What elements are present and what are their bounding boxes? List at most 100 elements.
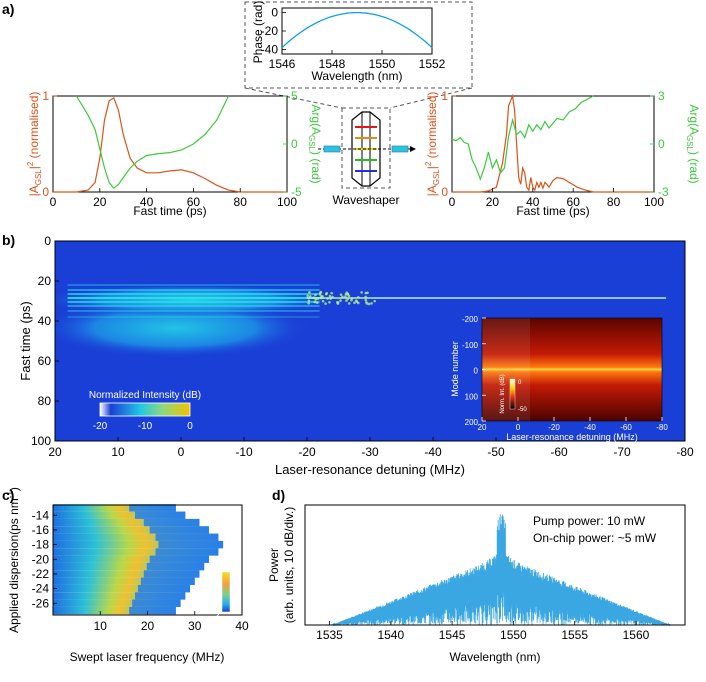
x-tick-label: -30 — [361, 445, 379, 459]
breather-stripe — [68, 316, 320, 318]
colorbar-tick: 0.9 — [233, 579, 242, 585]
onchip-power-annotation: On-chip power: ~5 mW — [533, 531, 657, 545]
output-axes — [452, 96, 654, 192]
input-axes — [53, 96, 287, 192]
y-tick-label: -22 — [32, 567, 50, 581]
inset-colorbar-title: Norm. Int. (dB) — [500, 374, 506, 413]
dispersion-row-tail — [141, 578, 195, 585]
dispersion-row-tail — [144, 519, 200, 526]
transition-speckle — [353, 301, 356, 304]
transition-speckle — [316, 301, 319, 304]
x-tick-label: -50 — [487, 445, 505, 459]
transition-speckle — [325, 292, 328, 295]
y-tick-label: -24 — [32, 582, 50, 596]
x-tick-label: 1535 — [316, 628, 343, 642]
map-colorbar-tick: -10 — [138, 421, 153, 432]
x-tick-label: -60 — [620, 423, 632, 432]
y-tick-label: 0 — [42, 185, 49, 199]
y-tick-label: 20 — [38, 274, 52, 288]
breather-stripe — [68, 293, 320, 295]
dispersion-row-tail — [132, 600, 180, 607]
transition-speckle — [320, 291, 323, 294]
y-tick-label: 60 — [38, 354, 52, 368]
colorbar-tick: 0.7 — [233, 594, 242, 600]
transition-speckle — [356, 300, 359, 303]
dispersion-row-tail — [150, 526, 209, 533]
breather-stripe — [68, 310, 320, 312]
dispersion-row-tail — [135, 592, 185, 599]
spectrum-xlabel: Wavelength (nm) — [450, 650, 541, 664]
y-tick-label: 200 — [465, 418, 479, 427]
input-xlabel: Fast time (ps) — [133, 204, 206, 218]
transition-speckle — [308, 291, 311, 294]
y-tick-label: 3 — [658, 89, 665, 103]
spectrum-ylabel-units: (arb. units, 10 dB/div.) — [282, 507, 296, 624]
breather-stripe — [68, 297, 320, 299]
dispersion-colorbar — [222, 572, 230, 612]
inset-xlabel: Laser-resonance detuning (MHz) — [506, 432, 638, 442]
y-tick-label: 0 — [474, 367, 479, 376]
waveshaper-diagram: Waveshaper — [318, 108, 416, 207]
y-tick-label: 1 — [42, 89, 49, 103]
y-tick-label: 0 — [658, 137, 665, 151]
dispersion-colorbar-title: Norm. transmission — [215, 566, 221, 618]
transition-speckle — [365, 292, 368, 295]
map-ylabel: Fast time (ps) — [18, 301, 33, 380]
breather-stripe — [68, 289, 320, 291]
transition-speckle — [322, 300, 325, 303]
y-tick-label: 100 — [31, 434, 51, 448]
map-colorbar-title: Normalized Intensity (dB) — [89, 390, 201, 401]
y-tick-label: -16 — [32, 523, 50, 537]
panel-label-d: d) — [272, 487, 285, 503]
phase-ylabel: Phase (rad) — [251, 1, 265, 64]
x-tick-label: 20 — [478, 423, 487, 432]
inset-ylabel: Mode number — [450, 341, 460, 397]
breather-stripe — [68, 284, 320, 286]
transition-speckle — [373, 300, 376, 303]
x-tick-label: -70 — [613, 445, 631, 459]
waveshaper-label: Waveshaper — [333, 193, 400, 207]
transition-speckle — [360, 291, 363, 294]
x-tick-label: -20 — [298, 445, 316, 459]
transition-speckle — [348, 302, 351, 305]
x-tick-label: 20 — [486, 195, 500, 209]
y-tick-label: -3 — [658, 185, 669, 199]
x-tick-label: -40 — [584, 423, 596, 432]
transition-speckle — [365, 301, 368, 304]
y-tick-label: -14 — [32, 508, 50, 522]
transition-speckle — [330, 292, 333, 295]
dispersion-row-tail — [129, 607, 176, 614]
x-tick-label: -20 — [548, 423, 560, 432]
y-tick-label: 0 — [291, 137, 298, 151]
output-ylabel-right: Arg(AGSL) (rad) — [685, 104, 701, 183]
transition-speckle — [368, 303, 371, 306]
x-tick-label: 0 — [50, 195, 57, 209]
phase-axes — [282, 8, 432, 54]
transition-speckle — [328, 301, 331, 304]
x-tick-label: 1555 — [561, 628, 588, 642]
y-tick-label: -26 — [32, 596, 50, 610]
x-tick-label: 10 — [94, 619, 108, 633]
colorbar-tick: 0.5 — [233, 608, 242, 614]
panel-label-b: b) — [2, 232, 15, 248]
inset-colorbar-tick: -50 — [518, 407, 527, 413]
x-tick-label: 0 — [449, 195, 456, 209]
transition-speckle — [308, 299, 311, 302]
dispersion-row-tail — [138, 585, 190, 592]
transition-speckle — [324, 302, 327, 305]
y-tick-label: -20 — [32, 552, 50, 566]
input-pulse-chart: 0 20 40 60 80 10001-505 Fast time (ps) |AGSL|… — [26, 89, 323, 218]
y-tick-label: 5 — [291, 89, 298, 103]
dispersion-xlabel: Swept laser frequency (MHz) — [70, 650, 225, 664]
x-tick-label: 1550 — [500, 628, 527, 642]
transition-speckle — [313, 301, 316, 304]
x-tick-label: 80 — [234, 195, 248, 209]
dispersion-ylabel: Applied dispersion(ps nm-1) — [6, 487, 21, 633]
inset-chaos-region — [482, 318, 530, 421]
phase-xlabel: Wavelength (nm) — [312, 69, 403, 83]
y-tick-label: 0 — [441, 185, 448, 199]
y-tick-label: -18 — [32, 538, 50, 552]
transition-speckle — [329, 295, 332, 298]
pump-power-annotation: Pump power: 10 mW — [533, 514, 646, 528]
x-tick-label: 1545 — [439, 628, 466, 642]
